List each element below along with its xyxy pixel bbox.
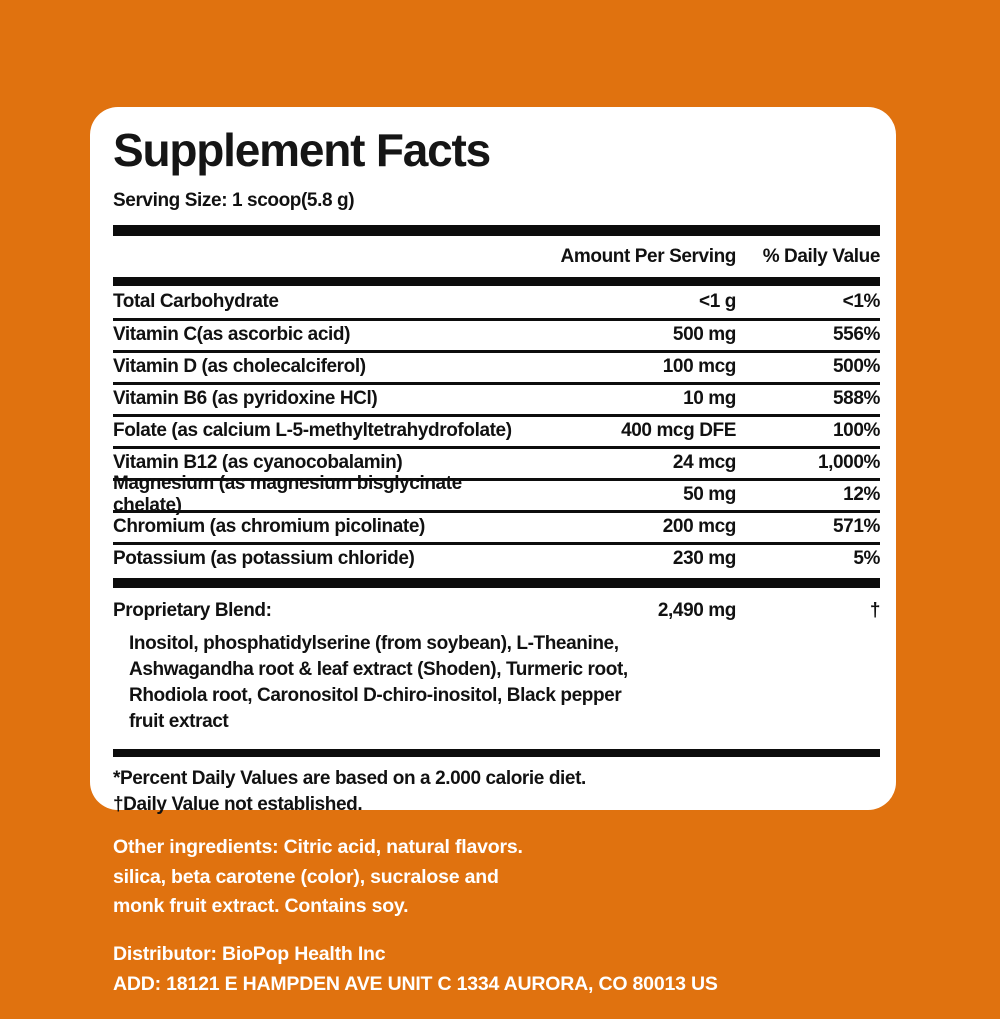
nutrient-daily-value: 12% (843, 484, 880, 506)
serving-size: Serving Size: 1 scoop(5.8 g) (113, 189, 355, 211)
nutrient-amount: 500 mg (672, 324, 736, 346)
blend-name: Proprietary Blend: (113, 599, 272, 621)
table-row: Vitamin B12 (as cyanocobalamin) 24 mcg 1… (113, 445, 880, 478)
nutrient-name: Vitamin C(as ascorbic acid) (113, 324, 350, 346)
nutrient-name: Magnesium (as magnesium bisglycinate che… (113, 473, 462, 517)
nutrient-name: Vitamin B6 (as pyridoxine HCl) (113, 388, 378, 410)
nutrient-name: Total Carbohydrate (113, 290, 279, 312)
divider-thick-top (113, 224, 880, 236)
table-row: Potassium (as potassium chloride) 230 mg… (113, 541, 880, 574)
table-row: Vitamin B6 (as pyridoxine HCl) 10 mg 588… (113, 381, 880, 414)
divider-thick-above-footnotes (113, 748, 880, 757)
nutrient-name: Folate (as calcium L-5-methyltetrahydrof… (113, 420, 512, 442)
table-row: Chromium (as chromium picolinate) 200 mc… (113, 509, 880, 542)
nutrient-amount: 400 mcg DFE (621, 420, 736, 442)
table-row: Magnesium (as magnesium bisglycinate che… (113, 473, 880, 516)
table-row: Folate (as calcium L-5-methyltetrahydrof… (113, 413, 880, 446)
page-title: Supplement Facts (113, 124, 491, 176)
blend-daily-value-dagger: † (869, 599, 881, 621)
nutrient-daily-value: 1,000% (817, 452, 880, 474)
table-header-amount: Amount Per Serving (560, 245, 737, 267)
table-row: Vitamin C(as ascorbic acid) 500 mg 556% (113, 317, 880, 350)
nutrient-daily-value: 588% (833, 388, 880, 410)
nutrient-daily-value: 571% (833, 516, 880, 538)
table-row: Vitamin D (as cholecalciferol) 100 mcg 5… (113, 349, 880, 382)
divider-thick-above-blend (113, 577, 880, 588)
blend-ingredients-line: Ashwagandha root & leaf extract (Shoden)… (129, 658, 628, 680)
nutrient-daily-value: <1% (842, 290, 881, 312)
nutrient-daily-value: 100% (833, 420, 880, 442)
other-ingredients-line: Other ingredients: Citric acid, natural … (113, 836, 523, 858)
nutrient-amount: <1 g (699, 290, 736, 312)
nutrient-daily-value: 5% (853, 548, 880, 570)
distributor-address: ADD: 18121 E HAMPDEN AVE UNIT C 1334 AUR… (113, 973, 718, 995)
nutrient-amount: 10 mg (683, 388, 736, 410)
footnote-daily-value-not-established: †Daily Value not established. (113, 793, 363, 815)
proprietary-blend-row: Proprietary Blend: 2,490 mg † (113, 600, 880, 622)
nutrient-amount: 50 mg (683, 484, 736, 506)
nutrient-daily-value: 556% (833, 324, 880, 346)
blend-ingredients-line: fruit extract (129, 710, 229, 732)
divider-thick-under-header (113, 276, 880, 286)
supplement-facts-panel: Supplement Facts Serving Size: 1 scoop(5… (90, 107, 896, 815)
nutrient-name: Vitamin D (as cholecalciferol) (113, 356, 366, 378)
nutrient-name: Vitamin B12 (as cyanocobalamin) (113, 452, 403, 474)
other-ingredients: Other ingredients: Citric acid, natural … (113, 833, 523, 922)
blend-amount: 2,490 mg (657, 599, 737, 621)
nutrient-name: Potassium (as potassium chloride) (113, 548, 415, 570)
blend-ingredients-line: Rhodiola root, Caronositol D-chiro-inosi… (129, 684, 622, 706)
nutrient-daily-value: 500% (833, 356, 880, 378)
nutrient-amount: 24 mcg (672, 452, 736, 474)
distributor-info: Distributor: BioPop Health Inc ADD: 1812… (113, 939, 718, 999)
other-ingredients-line: monk fruit extract. Contains soy. (113, 895, 409, 917)
other-ingredients-line: silica, beta carotene (color), sucralose… (113, 865, 499, 888)
nutrient-amount: 200 mcg (662, 516, 737, 538)
nutrient-name: Chromium (as chromium picolinate) (113, 516, 425, 538)
nutrient-amount: 100 mcg (662, 356, 737, 378)
blend-ingredients-line: Inositol, phosphatidylserine (from soybe… (129, 632, 619, 654)
footnote-percent-daily-value: *Percent Daily Values are based on a 2.0… (113, 767, 586, 789)
footnotes: *Percent Daily Values are based on a 2.0… (113, 766, 880, 818)
table-header-daily-value: % Daily Value (762, 245, 881, 267)
distributor-name: Distributor: BioPop Health Inc (113, 943, 386, 965)
table-row: Total Carbohydrate <1 g <1% (113, 286, 880, 318)
table-header-row: Amount Per Serving % Daily Value (113, 236, 881, 277)
blend-ingredients: Inositol, phosphatidylserine (from soybe… (129, 631, 880, 735)
nutrient-amount: 230 mg (672, 548, 736, 570)
